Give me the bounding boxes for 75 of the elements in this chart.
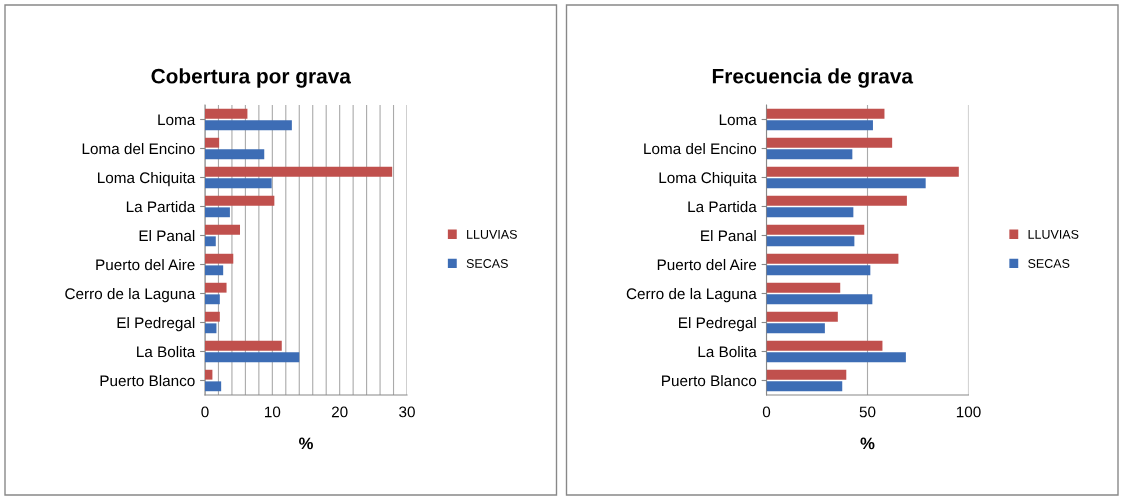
chart-title: Frecuencia de grava xyxy=(712,68,914,88)
y-tick-label: Loma del Encino xyxy=(82,142,195,155)
legend-label: LLUVIAS xyxy=(467,229,517,239)
bar xyxy=(205,166,393,177)
y-tick-label: La Bolita xyxy=(698,345,757,358)
bar xyxy=(205,282,227,293)
bar xyxy=(205,224,241,235)
x-tick-label: 30 xyxy=(399,406,415,418)
x-tick-label: 0 xyxy=(201,406,209,418)
bar xyxy=(205,120,292,131)
bar xyxy=(766,120,873,131)
bar xyxy=(766,311,838,322)
x-tick-label: 50 xyxy=(859,406,876,418)
legend-label: SECAS xyxy=(1028,259,1070,268)
bar xyxy=(766,323,825,334)
bar xyxy=(766,178,926,189)
bar xyxy=(205,108,248,119)
y-tick-label: El Pedregal xyxy=(679,316,756,332)
bar xyxy=(766,236,855,247)
y-tick-label: Loma Chiquita xyxy=(659,171,757,187)
y-tick-label: Cerro de la Laguna xyxy=(65,287,196,303)
bar xyxy=(766,195,907,206)
y-tick-label: Puerto del Aire xyxy=(657,258,757,271)
bar xyxy=(205,149,265,160)
y-tick-label: Loma del Encino xyxy=(644,142,757,155)
bar xyxy=(766,369,847,380)
x-tick-label: 20 xyxy=(331,406,348,418)
y-tick-label: Loma xyxy=(719,114,757,126)
bar xyxy=(205,352,300,363)
x-tick-label: 100 xyxy=(956,406,981,418)
y-tick-label: La Partida xyxy=(126,200,196,213)
bar xyxy=(205,207,230,218)
y-tick-label: El Pedregal xyxy=(117,316,195,332)
bar xyxy=(766,294,873,305)
legend-label: LLUVIAS xyxy=(1028,229,1079,239)
bar xyxy=(205,323,217,334)
bar xyxy=(766,265,871,276)
bar xyxy=(766,149,853,160)
y-tick-label: El Panal xyxy=(139,229,195,242)
y-tick-label: La Partida xyxy=(688,200,757,213)
y-tick-label: Loma Chiquita xyxy=(98,171,196,187)
chart-title: Cobertura por grava xyxy=(151,68,352,88)
bar xyxy=(766,253,899,264)
y-tick-label: Puerto Blanco xyxy=(662,374,757,387)
bar xyxy=(205,253,234,264)
bar xyxy=(766,108,885,119)
bar xyxy=(205,195,275,206)
x-tick-label: 0 xyxy=(762,406,771,418)
bar xyxy=(205,311,220,322)
bar xyxy=(205,236,216,247)
y-tick-label: La Bolita xyxy=(137,345,196,358)
bar xyxy=(205,381,222,392)
bar xyxy=(205,265,224,276)
bar xyxy=(205,178,272,189)
y-tick-label: Puerto Blanco xyxy=(100,374,195,387)
x-axis-title: % xyxy=(299,437,313,450)
bar xyxy=(766,207,854,218)
y-tick-label: El Panal xyxy=(701,229,756,242)
bar xyxy=(205,340,282,351)
x-axis-title: % xyxy=(860,437,875,450)
bar xyxy=(766,166,959,177)
bar xyxy=(766,137,893,148)
bar xyxy=(205,294,220,305)
bar xyxy=(766,282,841,293)
bar xyxy=(205,137,220,148)
x-tick-label: 10 xyxy=(265,406,281,418)
bar xyxy=(766,352,906,363)
bar xyxy=(205,369,213,380)
y-tick-label: Cerro de la Laguna xyxy=(626,287,757,303)
bar xyxy=(766,381,843,392)
legend-label: SECAS xyxy=(466,259,508,268)
y-tick-label: Puerto del Aire xyxy=(96,258,195,271)
y-tick-label: Loma xyxy=(158,114,196,126)
bar xyxy=(766,340,883,351)
bar xyxy=(766,224,865,235)
